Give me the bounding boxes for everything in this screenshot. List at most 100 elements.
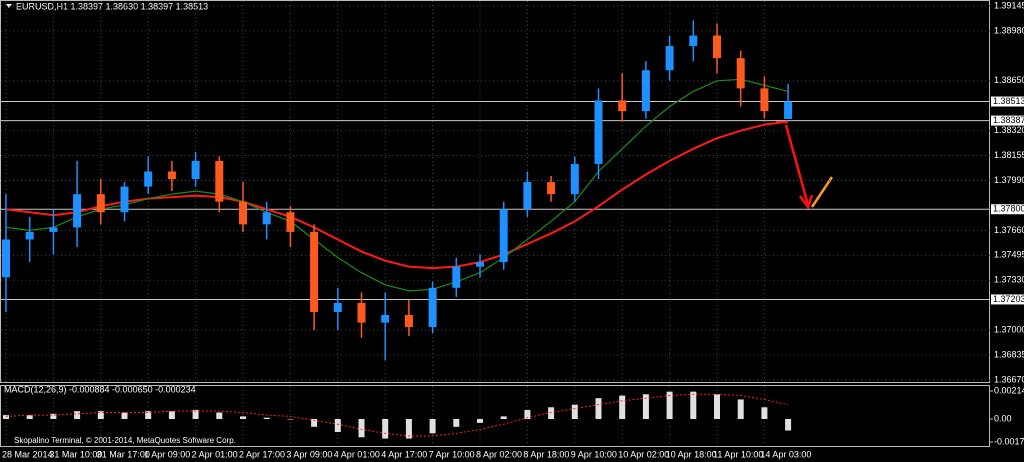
macd-bar (358, 419, 365, 438)
candle-body (25, 231, 34, 240)
candle-body (49, 227, 58, 232)
candle-body (713, 35, 721, 59)
candle-body (215, 160, 224, 202)
symbol-header: EURUSD,H1 1.38397 1.38630 1.38397 1.3851… (16, 1, 208, 11)
x-tick-label: 3 Apr 09:00 (286, 449, 332, 459)
x-tick-label: 8 Apr 18:00 (523, 449, 569, 459)
macd-bar (690, 391, 697, 420)
y-tick-label: 1.37330 (994, 275, 1024, 285)
candle-body (144, 171, 153, 187)
y-tick-label: 1.38155 (994, 150, 1024, 160)
candle-body (191, 160, 200, 180)
x-tick-label: 2 Apr 17:00 (239, 449, 285, 459)
moving-average (5, 78, 789, 292)
candle-body (736, 58, 745, 89)
candle-body (73, 194, 82, 228)
macd-bar (714, 394, 720, 420)
candle-body (499, 209, 508, 263)
candle-body (547, 182, 556, 195)
price-label: 1.38513 (993, 96, 1024, 106)
price-label-box (991, 115, 1024, 126)
macd-bar (477, 419, 483, 423)
macd-bar (500, 416, 507, 420)
candle-body (357, 302, 366, 323)
y-tick-label: 1.37660 (994, 225, 1024, 235)
macd-bar (642, 394, 649, 420)
candle-body (310, 231, 319, 312)
macd-bar (121, 412, 128, 420)
x-tick-label: 11 Apr 10:00 (713, 449, 763, 459)
macd-bar (145, 411, 152, 420)
macd-bar (192, 409, 199, 420)
candle-body (665, 46, 674, 71)
x-tick-label: 31 Mar 10:00 (49, 449, 102, 459)
arrow-up (810, 176, 834, 208)
price-label: 1.38387 (993, 115, 1024, 125)
macd-tick-label: 0.00 (994, 413, 1012, 423)
candle-body (570, 163, 579, 195)
footer: Skopalino Terminal, © 2001-2014, MetaQuo… (14, 436, 236, 445)
macd-bar (334, 419, 341, 433)
macd-bar (524, 409, 531, 420)
price-label-box (991, 96, 1024, 107)
candle-body (641, 70, 650, 112)
x-tick-label: 14 Apr 03:00 (760, 449, 811, 459)
macd-bar (263, 417, 270, 420)
candle-body (404, 315, 413, 328)
price-label: 1.37203 (993, 294, 1024, 304)
x-tick-label: 4 Apr 17:00 (381, 449, 427, 459)
price-label: 1.37800 (993, 204, 1024, 214)
x-tick-label: 10 Apr 02:00 (618, 449, 669, 459)
macd-bar (26, 415, 33, 420)
y-tick-label: 1.37495 (994, 250, 1024, 260)
moving-average (5, 120, 789, 270)
macd-bar (382, 419, 389, 439)
candle-body (262, 212, 271, 225)
macd-bar (548, 407, 555, 420)
x-tick-label: 31 Mar 17:00 (97, 449, 150, 459)
macd-tick-label: -0.001766 (994, 436, 1024, 446)
candle-body (476, 262, 484, 267)
macd-bar (216, 412, 223, 420)
y-tick-label: 1.36835 (994, 349, 1024, 359)
candle-body (381, 315, 390, 323)
price-label-box (991, 294, 1024, 305)
main-frame (0, 0, 990, 383)
macd-bar (311, 419, 318, 427)
y-tick-label: 1.37990 (994, 175, 1024, 185)
y-tick-label: 1.38650 (994, 75, 1024, 85)
x-tick-label: 10 Apr 18:00 (666, 449, 717, 459)
x-tick-label: 9 Apr 10:00 (571, 449, 617, 459)
candle-body (2, 239, 10, 278)
macd-bar (240, 416, 246, 420)
candle-body (428, 287, 437, 328)
x-tick-label: 28 Mar 2014 (2, 449, 53, 459)
macd-bar (666, 391, 673, 420)
candle-body (452, 266, 461, 288)
y-tick-label: 1.39145 (994, 0, 1024, 10)
candle-body (689, 35, 698, 47)
candle-body (167, 171, 176, 180)
macd-bar (3, 415, 9, 420)
candle-body (784, 101, 793, 120)
candle-body (523, 182, 532, 210)
macd-bar (50, 413, 57, 420)
macd-bar (453, 419, 460, 427)
macd-tick-label: 0.002149 (994, 385, 1024, 395)
macd-bar (168, 411, 175, 420)
macd-bar (287, 419, 294, 420)
macd-signal (5, 393, 789, 437)
macd-bar (571, 404, 578, 420)
candle-body (239, 201, 247, 225)
macd-bar (619, 395, 626, 420)
macd-bar (737, 399, 744, 420)
macd-bar (429, 419, 436, 434)
candle-body (760, 88, 769, 112)
macd-bar (785, 419, 792, 431)
x-tick-label: 4 Apr 01:00 (334, 449, 380, 459)
candle-body (618, 100, 627, 112)
macd-bar (761, 407, 768, 420)
candle-body (286, 212, 295, 232)
candle-body (120, 186, 129, 213)
